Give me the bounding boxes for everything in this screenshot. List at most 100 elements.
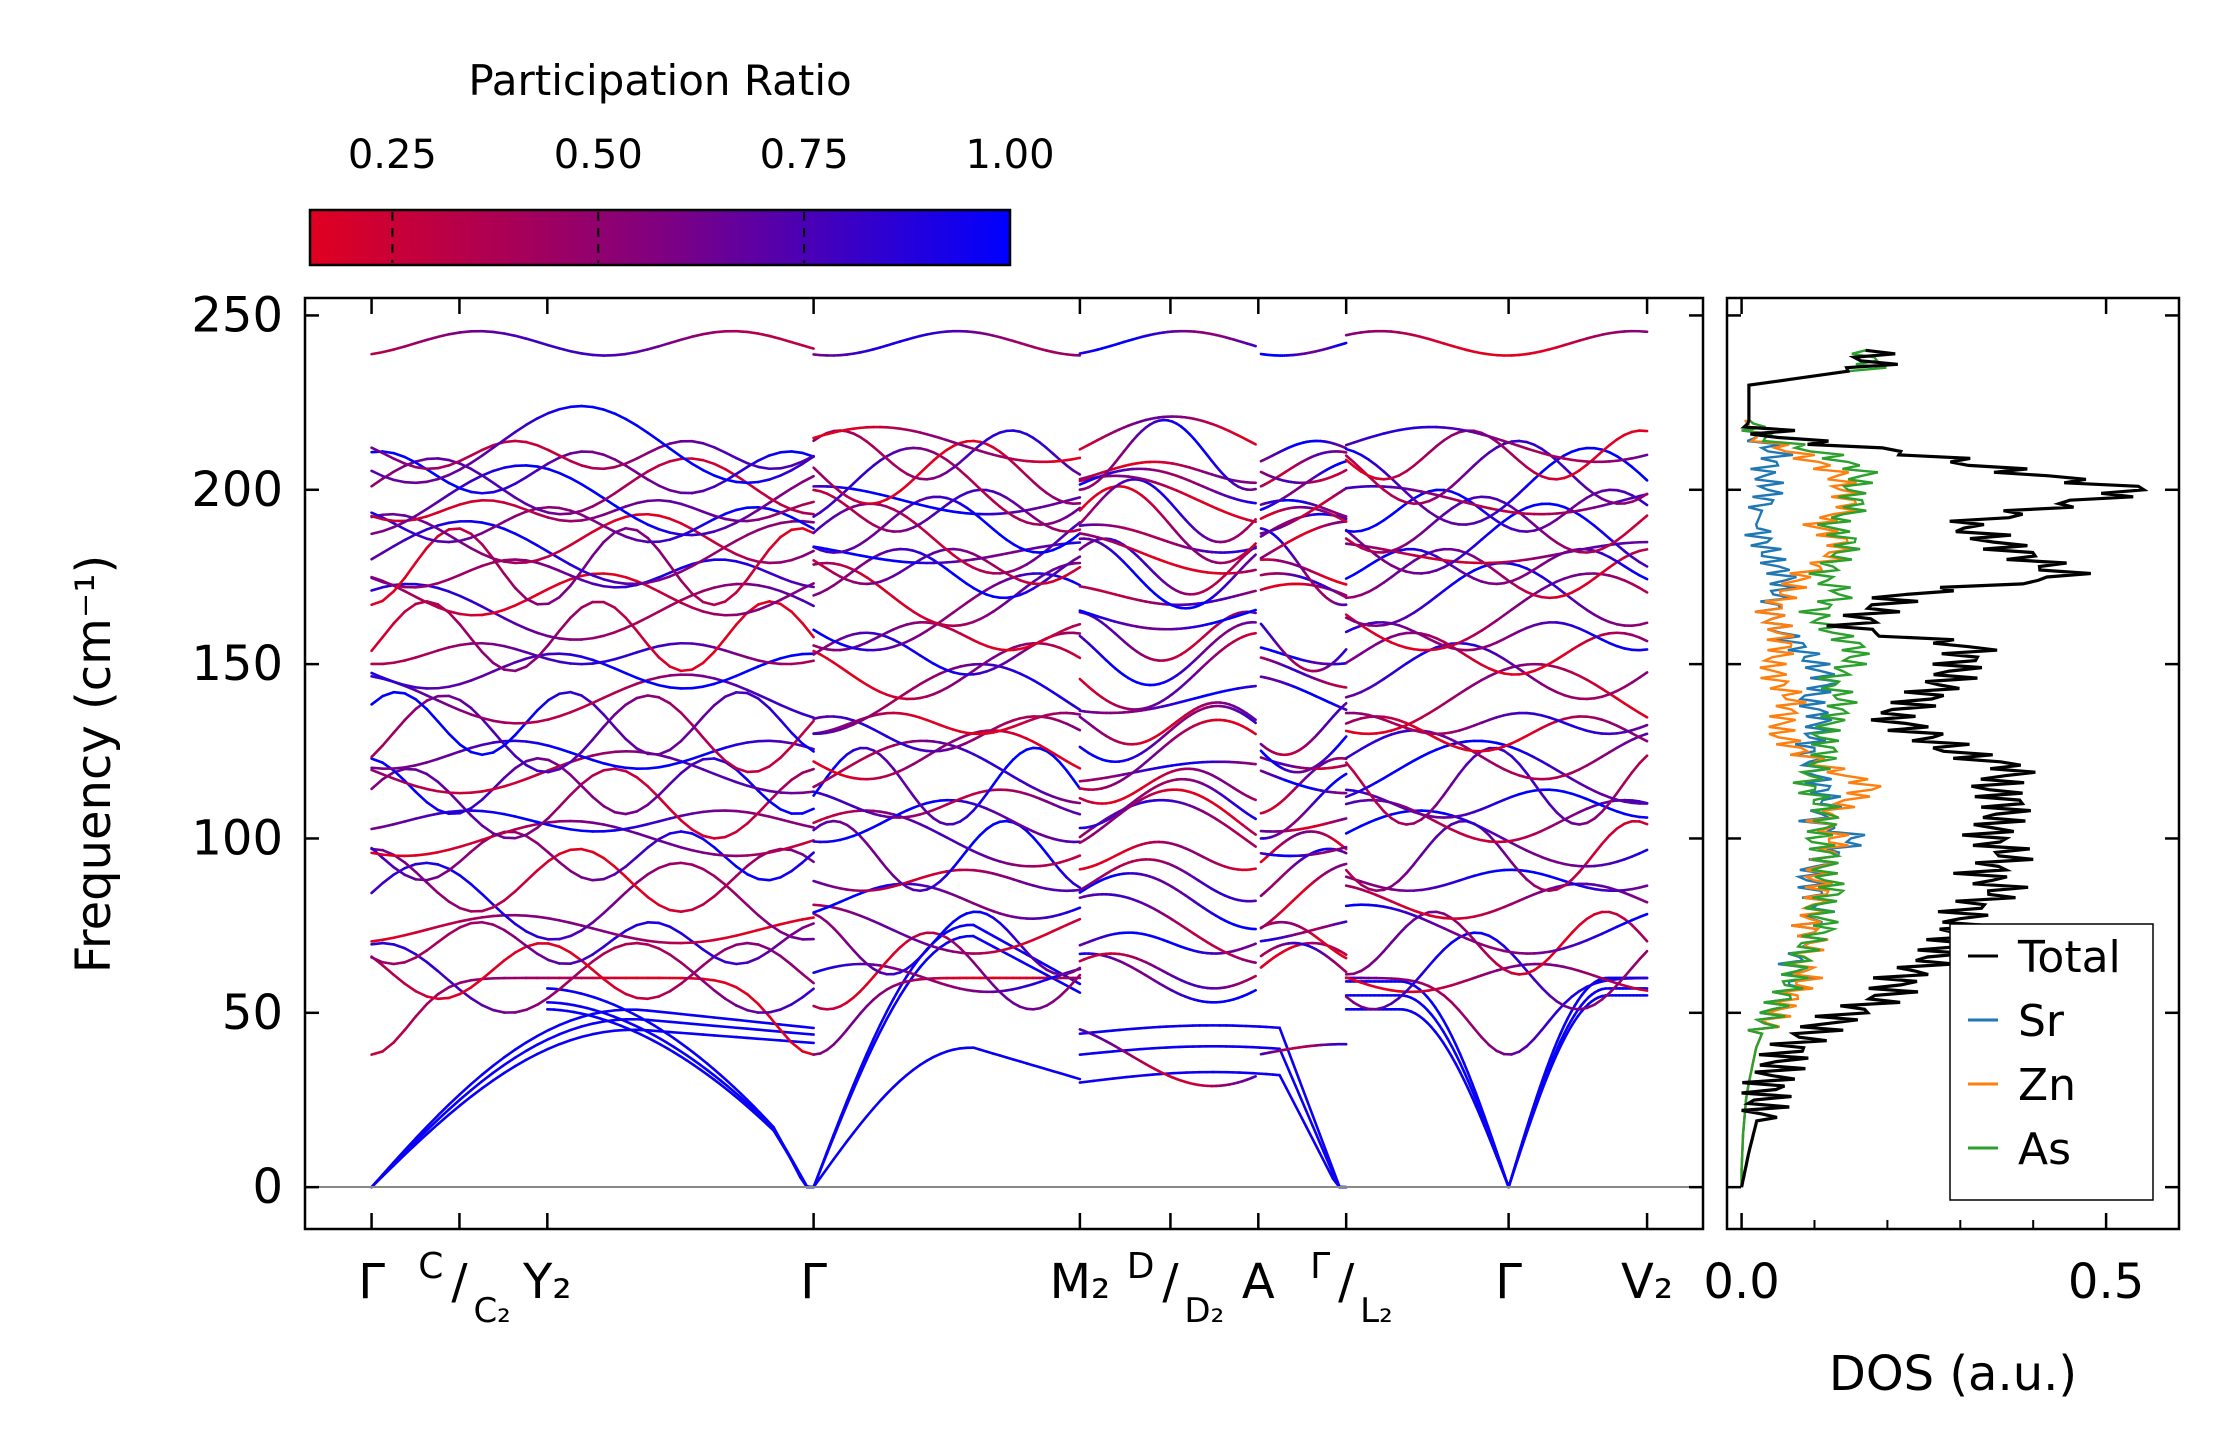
- optical-branch: [624, 464, 639, 474]
- optical-branch: [602, 600, 616, 609]
- optical-branch: [458, 500, 473, 506]
- optical-branch: [480, 824, 495, 835]
- acoustic-branch: [705, 1062, 716, 1071]
- optical-branch: [657, 571, 672, 579]
- optical-branch: [580, 578, 594, 585]
- optical-branch: [536, 769, 550, 774]
- optical-branch: [381, 580, 395, 587]
- optical-branch: [624, 992, 639, 1000]
- optical-branch: [1071, 810, 1082, 816]
- optical-branch: [502, 890, 517, 902]
- optical-branch: [547, 714, 561, 721]
- optical-branch: [491, 776, 506, 791]
- optical-branch: [591, 466, 605, 471]
- optical-branch: [712, 540, 727, 550]
- optical-branch: [712, 695, 727, 707]
- optical-branch: [447, 694, 462, 702]
- optical-branch: [425, 995, 440, 1001]
- optical-branch: [436, 808, 451, 816]
- optical-branch: [436, 720, 451, 736]
- optical-branch: [712, 772, 727, 780]
- optical-branch: [613, 667, 628, 675]
- optical-branch: [1071, 506, 1082, 515]
- optical-branch: [502, 560, 517, 565]
- optical-branch: [458, 540, 473, 550]
- optical-branch: [613, 573, 628, 579]
- optical-branch: [1249, 762, 1257, 766]
- acoustic-branch: [872, 1030, 882, 1047]
- optical-branch: [1071, 565, 1082, 573]
- optical-branch: [502, 482, 517, 491]
- acoustic-branch: [845, 1083, 855, 1103]
- optical-branch: [370, 851, 384, 856]
- optical-branch: [547, 456, 561, 465]
- optical-branch: [734, 768, 749, 782]
- optical-branch: [591, 945, 605, 956]
- optical-branch: [403, 589, 418, 599]
- optical-branch: [952, 941, 962, 950]
- optical-branch: [370, 744, 384, 759]
- optical-branch: [723, 943, 738, 951]
- optical-branch: [690, 715, 705, 731]
- optical-branch: [569, 459, 583, 467]
- acoustic-branch: [790, 1024, 804, 1029]
- optical-branch: [646, 345, 661, 351]
- optical-branch: [613, 504, 628, 514]
- optical-branch: [657, 903, 672, 912]
- optical-branch: [858, 834, 869, 845]
- optical-branch: [635, 517, 650, 526]
- optical-branch: [447, 750, 462, 757]
- optical-branch: [646, 643, 661, 659]
- acoustic-branch: [801, 1025, 815, 1030]
- optical-branch: [436, 863, 451, 871]
- optical-branch: [414, 878, 429, 882]
- acoustic-branch: [1304, 1096, 1315, 1118]
- optical-branch: [436, 753, 451, 761]
- optical-branch: [624, 682, 639, 690]
- optical-branch: [1065, 511, 1075, 519]
- optical-branch: [502, 558, 517, 562]
- optical-branch: [602, 856, 616, 868]
- optical-branch: [392, 451, 407, 459]
- optical-branch: [524, 944, 539, 956]
- optical-branch: [734, 741, 749, 747]
- optical-branch: [513, 665, 528, 673]
- optical-branch: [865, 962, 875, 971]
- optical-branch: [757, 501, 771, 512]
- optical-branch: [591, 877, 605, 882]
- optical-branch: [591, 758, 605, 765]
- acoustic-branch: [1474, 1092, 1482, 1107]
- optical-branch: [502, 644, 517, 651]
- optical-branch: [480, 920, 495, 926]
- optical-branch: [1249, 718, 1257, 725]
- optical-branch: [768, 1008, 782, 1014]
- optical-branch: [872, 967, 882, 979]
- optical-branch: [832, 759, 842, 770]
- optical-branch: [558, 711, 572, 718]
- optical-branch: [723, 830, 738, 839]
- optical-branch: [779, 808, 793, 815]
- optical-branch: [513, 439, 528, 444]
- optical-branch: [958, 849, 969, 861]
- optical-branch: [414, 584, 429, 589]
- optical-branch: [547, 565, 561, 573]
- optical-branch: [613, 810, 628, 816]
- acoustic-branch: [502, 1064, 517, 1075]
- acoustic-branch: [905, 1068, 915, 1077]
- optical-branch: [403, 462, 418, 469]
- optical-branch: [768, 586, 782, 593]
- acoustic-branch: [798, 1176, 809, 1189]
- optical-branch: [536, 718, 550, 724]
- optical-branch: [832, 661, 842, 669]
- optical-branch: [613, 606, 628, 619]
- acoustic-branch: [513, 1041, 528, 1051]
- optical-branch: [723, 743, 738, 750]
- optical-branch: [502, 733, 517, 747]
- optical-branch: [872, 708, 882, 716]
- optical-branch: [690, 940, 705, 944]
- optical-branch: [436, 932, 451, 944]
- acoustic-branch: [524, 1052, 539, 1062]
- optical-branch: [491, 832, 506, 839]
- optical-branch: [458, 708, 473, 716]
- optical-branch: [513, 815, 528, 821]
